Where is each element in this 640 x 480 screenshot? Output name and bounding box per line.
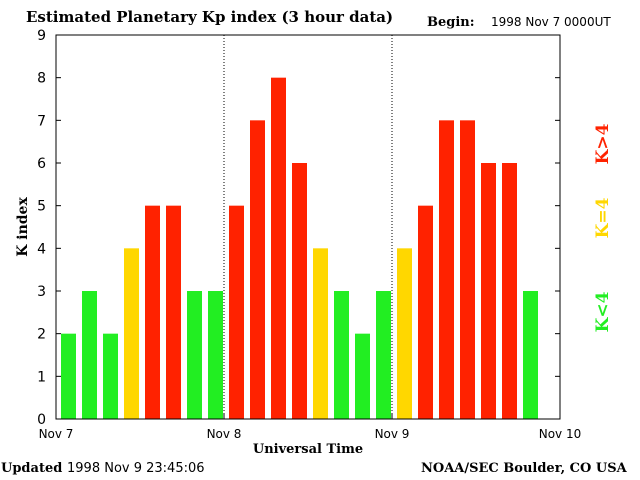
kp-bar [187,291,202,419]
plot-frame [55,34,561,420]
kp-bar [523,291,538,419]
begin-value: 1998 Nov 7 0000UT [491,15,611,29]
legend-low: K<4 [588,272,618,352]
y-tick-label: 7 [37,113,46,129]
kp-bar [292,163,307,419]
kp-bar [334,291,349,419]
kp-bar [481,163,496,419]
begin-label: Begin: [427,15,475,30]
y-tick-label: 4 [37,241,46,257]
kp-bar [124,248,139,419]
kp-bar [397,248,412,419]
legend-mid-label: K=4 [593,197,613,239]
y-tick-label: 8 [37,71,46,87]
y-tick-label: 5 [37,199,46,215]
chart-title: Estimated Planetary Kp index (3 hour dat… [26,8,394,26]
kp-bar [145,205,160,419]
y-tick-label: 0 [37,412,46,428]
x-tick-label: Nov 10 [539,427,582,441]
credit-text: NOAA/SEC Boulder, CO USA [421,461,627,476]
kp-bar [355,333,370,419]
x-tick-label: Nov 9 [375,427,410,441]
y-axis-label: K index [15,197,31,257]
kp-bar [418,205,433,419]
y-tick-label: 6 [37,156,46,172]
kp-bar [439,120,454,419]
kp-bar [313,248,328,419]
legend-low-label: K<4 [593,291,613,333]
kp-bar [208,291,223,419]
kp-bar [250,120,265,419]
kp-bar [166,205,181,419]
y-tick-label: 3 [37,284,46,300]
x-tick-label: Nov 8 [207,427,242,441]
kp-bar [61,333,76,419]
kp-bar [229,205,244,419]
legend-high-label: K>4 [593,123,613,165]
kp-bar [271,77,286,420]
kp-bar [460,120,475,419]
legend-high: K>4 [588,104,618,184]
legend-mid: K=4 [588,178,618,258]
y-tick-label: 1 [37,369,46,385]
x-axis-label: Universal Time [253,442,363,457]
updated-label: Updated [1,461,63,476]
x-tick-label: Nov 7 [39,427,74,441]
y-tick-label: 2 [37,327,46,343]
kp-bar [82,291,97,419]
updated-value: 1998 Nov 9 23:45:06 [67,461,205,476]
y-tick-label: 9 [37,28,46,44]
kp-bar [502,163,517,419]
kp-bar [103,333,118,419]
kp-bar [376,291,391,419]
